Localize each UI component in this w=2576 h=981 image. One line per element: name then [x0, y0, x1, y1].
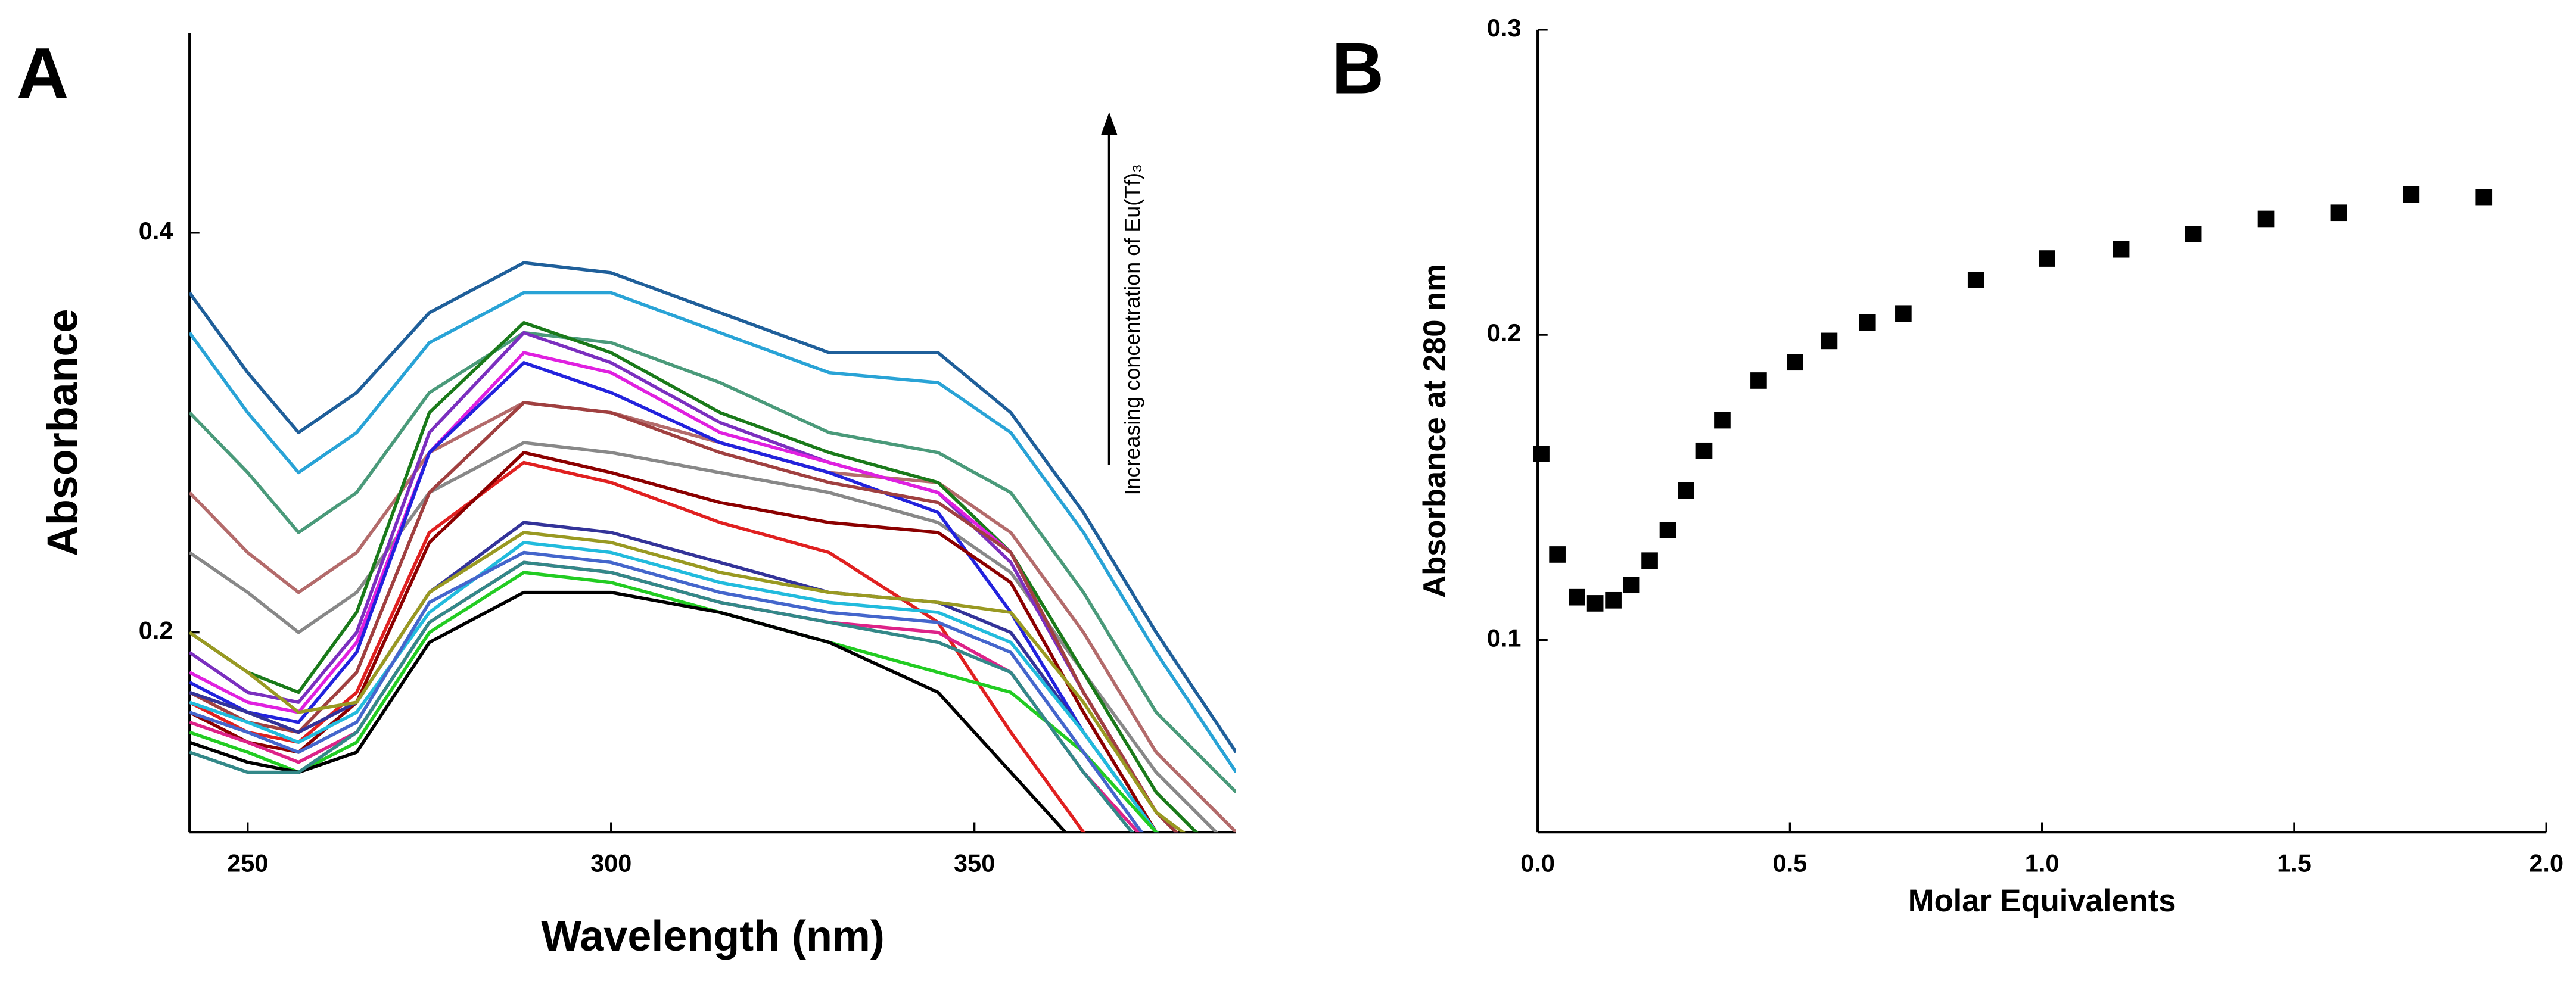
panel-label: B	[1331, 28, 1384, 109]
x-tick-label: 2.0	[2529, 849, 2563, 877]
spectrum-line	[189, 590, 1068, 833]
data-point	[1695, 442, 1713, 459]
x-axis-label: Wavelength (nm)	[541, 913, 885, 960]
spectrum-line	[189, 331, 1236, 793]
y-axis-label: Absorbance at 280 nm	[1417, 264, 1452, 598]
data-point	[1549, 546, 1566, 563]
panel-label: A	[17, 33, 69, 114]
spectrum-line	[189, 291, 1236, 774]
spectrum-line	[189, 401, 1236, 833]
data-point	[2257, 210, 2275, 228]
spectrum-line	[189, 351, 1179, 833]
data-point	[1569, 588, 1585, 606]
data-point	[1821, 332, 1838, 350]
data-point	[1859, 314, 1876, 331]
data-point	[1586, 595, 1604, 612]
annotation: Increasing concentration of Eu(Tf)₃	[1120, 164, 1144, 495]
data-point	[1533, 446, 1550, 462]
spectrum-line	[189, 540, 1159, 833]
spectrum-line	[189, 320, 1199, 833]
spectrum-line	[189, 361, 1159, 833]
spectrum-line	[189, 571, 1159, 833]
x-tick-label: 1.0	[2025, 849, 2059, 877]
data-point	[1750, 372, 1767, 389]
spectrum-line	[189, 560, 1134, 833]
spectrum-line	[189, 261, 1236, 753]
data-point	[1641, 552, 1658, 569]
data-point	[2039, 250, 2055, 267]
y-tick-label: 0.4	[139, 217, 173, 245]
x-tick-label: 250	[227, 849, 268, 877]
x-tick-label: 350	[954, 849, 995, 877]
x-tick-label: 300	[590, 849, 631, 877]
data-point	[1659, 522, 1676, 538]
y-tick-label: 0.3	[1487, 14, 1522, 42]
data-point	[1605, 591, 1622, 609]
data-point	[1714, 412, 1731, 429]
plot-area	[189, 261, 1236, 833]
spectrum-line	[189, 531, 1186, 833]
x-axis-label: Molar Equivalents	[1908, 883, 2176, 918]
data-point	[2403, 186, 2420, 203]
spectrum-line	[189, 441, 1219, 833]
x-tick-label: 0.0	[1520, 849, 1555, 877]
data-point	[1787, 354, 1803, 371]
spectrum-line	[189, 550, 1144, 833]
spectrum-line	[189, 460, 1086, 833]
spectrum-line	[189, 401, 1179, 833]
annotation-arrowhead	[1101, 112, 1118, 135]
y-tick-label: 0.1	[1487, 624, 1522, 652]
y-tick-label: 0.2	[1487, 319, 1522, 347]
data-point	[1967, 272, 1984, 288]
data-point	[2113, 241, 2130, 258]
data-point	[2475, 189, 2493, 206]
data-point	[2330, 204, 2347, 222]
x-tick-label: 0.5	[1773, 849, 1807, 877]
data-point	[1895, 305, 1912, 322]
data-point	[1623, 577, 1640, 594]
y-tick-label: 0.2	[139, 616, 173, 644]
y-axis-label: Absorbance	[39, 309, 87, 556]
spectrum-line	[189, 560, 1140, 833]
data-point	[1678, 482, 1694, 499]
x-tick-label: 1.5	[2277, 849, 2311, 877]
spectrum-line	[189, 451, 1159, 833]
data-point	[2185, 226, 2202, 242]
